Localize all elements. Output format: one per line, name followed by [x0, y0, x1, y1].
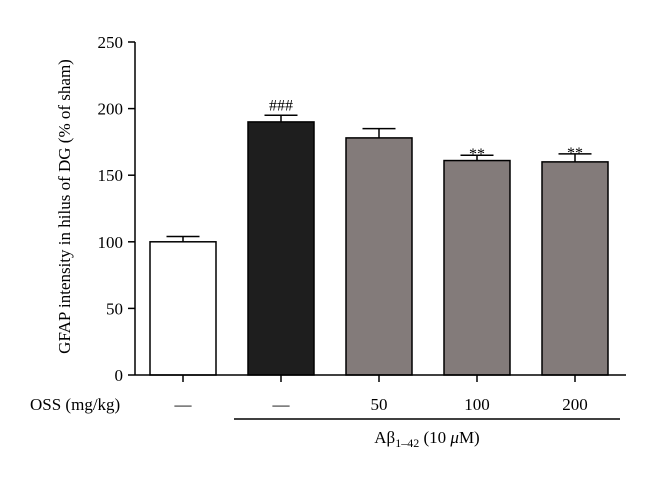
y-axis-label: GFAP intensity in hilus of DG (% of sham… — [55, 59, 74, 354]
x-tick-label: 200 — [562, 395, 588, 414]
x-tick-label: — — [272, 395, 291, 414]
significance-label: ### — [269, 97, 293, 114]
bar — [541, 161, 609, 376]
x-row-label: OSS (mg/kg) — [30, 395, 120, 414]
group-label-subscript: 1–42 — [395, 436, 419, 450]
y-tick-label: 250 — [98, 33, 124, 52]
bar — [345, 137, 413, 376]
group-label-unit-rest: M) — [459, 428, 480, 447]
significance-label: ** — [469, 146, 485, 163]
group-label-prefix: Aβ — [374, 428, 395, 447]
significance-label: ** — [567, 145, 583, 162]
y-tick-label: 150 — [98, 166, 124, 185]
bar — [443, 159, 511, 376]
x-tick-label: 50 — [371, 395, 388, 414]
y-tick-label: 200 — [98, 100, 124, 119]
x-tick-label: 100 — [464, 395, 490, 414]
group-label-conc-open: (10 — [419, 428, 450, 447]
y-tick-label: 0 — [115, 366, 124, 385]
group-label: Aβ1–42 (10 μM) — [374, 428, 479, 450]
bar — [149, 241, 217, 376]
x-axis: — — 50 100 200 — [135, 374, 626, 414]
group-label-unit-mu: μ — [449, 428, 459, 447]
x-tick-label: — — [174, 395, 193, 414]
y-tick-label: 50 — [106, 299, 123, 318]
y-tick-label: 100 — [98, 233, 124, 252]
bars: ### ** ** — [149, 97, 609, 376]
bar — [247, 121, 315, 376]
y-axis: 0 50 100 150 200 250 — [98, 33, 136, 385]
